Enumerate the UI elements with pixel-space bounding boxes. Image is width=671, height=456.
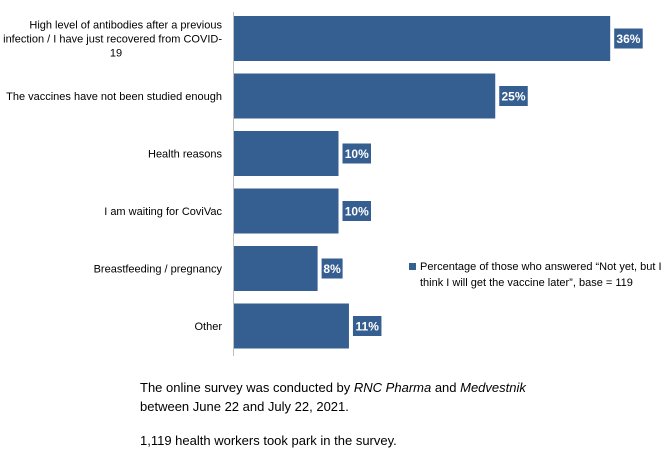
bar-chart: 36% High level of antibodies after a prev… [3,12,662,356]
survey-note-line-2: between June 22 and July 22, 2021. [140,399,349,414]
category-label-5: Other [194,321,222,333]
bar-0 [234,16,611,61]
category-label-0: High level of antibodies after a previou… [3,20,222,60]
legend-text-line-1: Percentage of those who answered “Not ye… [420,261,662,273]
data-label-4: 8% [323,262,341,276]
data-label-3: 10% [345,205,369,219]
category-label-1: The vaccines have not been studied enoug… [6,91,222,103]
data-label-1: 25% [501,90,525,104]
legend-swatch [409,263,416,270]
bar-2 [234,131,339,176]
data-label-box-2 [342,143,371,164]
category-label-4: Breastfeeding / pregnancy [94,264,223,276]
bar-4 [234,246,318,291]
data-label-box-0 [614,28,643,49]
legend: Percentage of those who answered “Not ye… [409,261,662,289]
survey-note-line-1: The online survey was conducted by RNC P… [140,380,526,395]
category-label-3: I am waiting for CoviVac [104,206,222,218]
bar-1 [234,73,496,119]
data-label-5: 11% [356,320,380,334]
medvestnik-text: Medvestnik [460,380,526,395]
survey-note-line-3: 1,119 health workers took park in the su… [140,433,397,448]
data-label-box-5 [352,316,382,336]
legend-text-line-2: think I will get the vaccine later”, bas… [420,277,633,289]
bar-3 [234,188,339,234]
data-label-box-4 [321,258,343,279]
data-label-0: 36% [616,32,640,46]
data-label-2: 10% [345,147,369,161]
rnc-pharma-text: RNC Pharma [353,380,432,395]
data-label-box-1 [499,86,528,106]
data-label-box-3 [342,201,371,221]
bar-5 [234,303,349,349]
category-label-2: Health reasons [148,149,222,161]
